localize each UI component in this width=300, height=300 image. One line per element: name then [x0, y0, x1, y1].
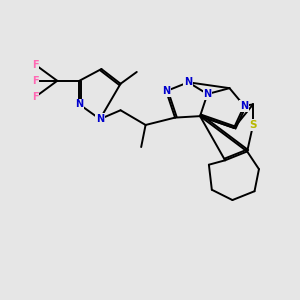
- Text: N: N: [75, 99, 83, 110]
- Text: N: N: [162, 86, 170, 96]
- Text: F: F: [32, 60, 38, 70]
- Text: F: F: [32, 92, 38, 102]
- Text: N: N: [240, 101, 248, 111]
- Text: N: N: [184, 77, 192, 87]
- Text: N: N: [96, 114, 104, 124]
- Text: N: N: [203, 89, 211, 99]
- Text: F: F: [32, 76, 38, 86]
- Text: S: S: [249, 120, 257, 130]
